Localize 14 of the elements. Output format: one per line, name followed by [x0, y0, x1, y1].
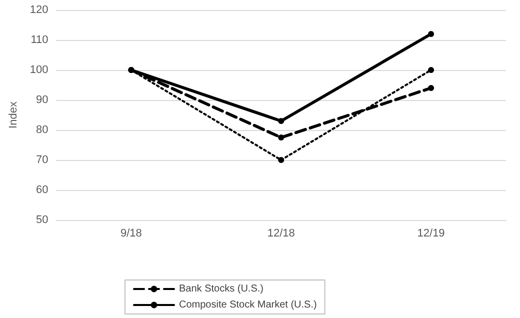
x-tick-label: 9/18 [120, 228, 142, 240]
y-tick-label: 100 [30, 64, 48, 76]
y-tick-label: 60 [36, 184, 48, 196]
y-tick-label: 120 [30, 4, 48, 16]
y-tick-label: 110 [30, 34, 48, 46]
y-tick-label: 80 [36, 124, 48, 136]
y-tick-label: 70 [36, 154, 48, 166]
legend-label: Composite Stock Market (U.S.) [179, 300, 317, 310]
x-tick-label: 12/19 [417, 228, 445, 240]
y-tick-label: 50 [36, 214, 48, 226]
x-tick-label: 12/18 [267, 228, 295, 240]
legend-label: Bank Stocks (U.S.) [179, 284, 264, 294]
y-tick-label: 90 [36, 94, 48, 106]
y-axis-title: Index [8, 101, 20, 128]
